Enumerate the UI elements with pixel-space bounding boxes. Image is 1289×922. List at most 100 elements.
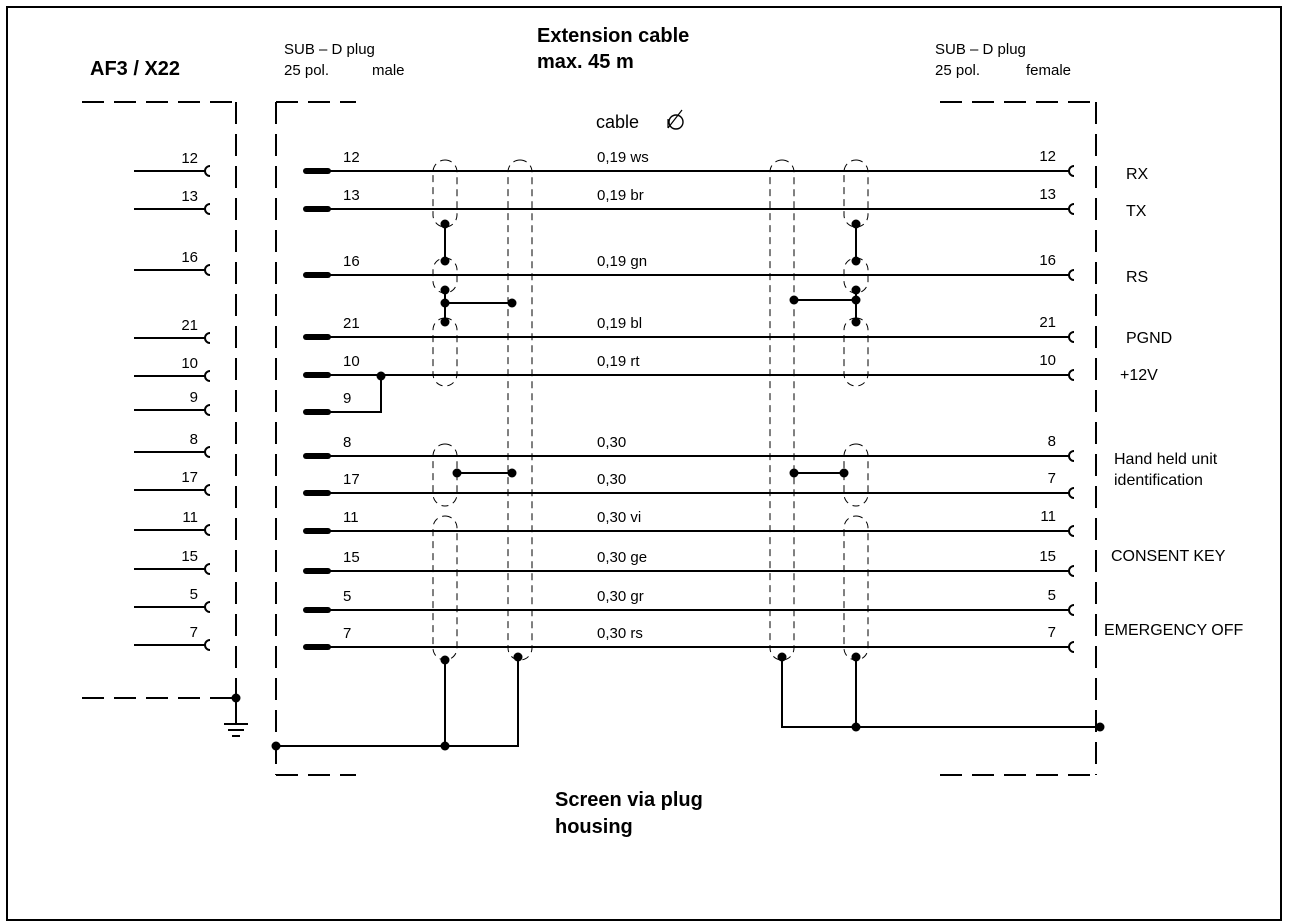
male-plug-housing — [275, 101, 356, 776]
overall-shield-right — [769, 159, 795, 661]
female-pin-number: 16 — [1039, 252, 1056, 269]
left-pin-11: 11 — [134, 509, 211, 536]
left-pin-terminal-icon — [204, 332, 211, 344]
shield-connections-right — [789, 219, 861, 478]
left-pin-number: 9 — [190, 389, 198, 406]
screen-drain-left — [271, 652, 523, 751]
bridge-pin10-pin9 — [328, 371, 386, 413]
signal-rx: RX — [1126, 166, 1149, 183]
signal-pgnd: PGND — [1126, 330, 1172, 347]
cable-shield-label: cable — [596, 112, 639, 132]
left-pin-13: 13 — [134, 188, 211, 215]
signal-plus12v: +12V — [1120, 367, 1158, 384]
cable-length: max. 45 m — [537, 51, 634, 73]
male-pin-number: 15 — [343, 549, 360, 566]
left-connector-pins: 12 13 16 21 10 9 8 17 11 15 5 7 — [134, 150, 211, 651]
wire-pin-10: 10 10 0,19 rt — [303, 352, 1075, 381]
female-pin-terminal-icon — [1068, 165, 1075, 177]
female-pin-number: 7 — [1048, 470, 1056, 487]
female-pin-terminal-icon — [1068, 641, 1075, 653]
female-plug-housing — [940, 101, 1097, 776]
male-pin-number: 21 — [343, 315, 360, 332]
wire-pin-15: 15 15 0,30 ge — [303, 548, 1075, 577]
left-pin-12: 12 — [134, 150, 211, 177]
wire-spec: 0,19 bl — [597, 315, 642, 332]
left-pin-terminal-icon — [204, 264, 211, 276]
left-pin-terminal-icon — [204, 404, 211, 416]
shield-group-safety-right — [843, 515, 869, 661]
left-pin-8: 8 — [134, 431, 211, 458]
male-pin-number: 17 — [343, 471, 360, 488]
wire-pin-5: 5 5 0,30 gr — [303, 587, 1075, 616]
left-pin-number: 13 — [181, 188, 198, 205]
signal-consent-key: CONSENT KEY — [1111, 548, 1226, 565]
wire-pin-9: 9 — [303, 390, 351, 415]
female-pin-terminal-icon — [1068, 369, 1075, 381]
ground-symbol — [224, 693, 248, 737]
wire-spec: 0,30 vi — [597, 509, 641, 526]
left-pin-21: 21 — [134, 317, 211, 344]
signal-emergency-off: EMERGENCY OFF — [1104, 622, 1244, 639]
female-connector-type: SUB – D plug — [935, 41, 1026, 58]
wire-spec: 0,19 br — [597, 187, 644, 204]
male-connector-pol: 25 pol. — [284, 62, 329, 79]
connector-title-af3-x22: AF3 / X22 — [90, 58, 180, 80]
cable-wires: 12 12 0,19 ws 13 13 0,19 br 16 16 0,19 gn 21 21 0,1… — [303, 148, 1075, 653]
female-pin-number: 12 — [1039, 148, 1056, 165]
female-pin-number: 8 — [1048, 433, 1056, 450]
male-pin-number: 5 — [343, 588, 351, 605]
female-pin-number: 21 — [1039, 314, 1056, 331]
male-pin-number: 13 — [343, 187, 360, 204]
signal-tx: TX — [1126, 203, 1147, 220]
male-pin-number: 9 — [343, 390, 351, 407]
left-pin-number: 15 — [181, 548, 198, 565]
left-pin-number: 21 — [181, 317, 198, 334]
cable-title: Extension cable — [537, 25, 689, 47]
diameter-icon — [667, 109, 684, 130]
left-connector-outline — [82, 101, 237, 699]
screen-drain-right — [777, 652, 1105, 732]
female-pin-terminal-icon — [1068, 604, 1075, 616]
wire-pin-11: 11 11 0,30 vi — [303, 508, 1075, 537]
male-connector-gender: male — [372, 62, 405, 79]
female-pin-number: 7 — [1048, 624, 1056, 641]
left-pin-number: 17 — [181, 469, 198, 486]
signal-handheld-id-line2: identification — [1114, 472, 1203, 489]
left-pin-17: 17 — [134, 469, 211, 496]
left-pin-16: 16 — [134, 249, 211, 276]
left-pin-15: 15 — [134, 548, 211, 575]
left-pin-terminal-icon — [204, 563, 211, 575]
female-pin-terminal-icon — [1068, 487, 1075, 499]
left-pin-number: 8 — [190, 431, 198, 448]
female-connector-gender: female — [1026, 62, 1071, 79]
female-pin-number: 10 — [1039, 352, 1056, 369]
wire-spec: 0,19 ws — [597, 149, 649, 166]
male-pin-number: 7 — [343, 625, 351, 642]
screen-note-line1: Screen via plug — [555, 789, 703, 811]
left-pin-number: 10 — [181, 355, 198, 372]
left-pin-terminal-icon — [204, 484, 211, 496]
wire-spec: 0,30 — [597, 434, 626, 451]
wire-pin-8: 8 80,30 — [303, 433, 1075, 462]
female-pin-terminal-icon — [1068, 450, 1075, 462]
female-pin-terminal-icon — [1068, 203, 1075, 215]
male-connector-type: SUB – D plug — [284, 41, 375, 58]
left-pin-terminal-icon — [204, 639, 211, 651]
wire-spec: 0,30 rs — [597, 625, 643, 642]
left-pin-terminal-icon — [204, 203, 211, 215]
wire-pin-13: 13 13 0,19 br — [303, 186, 1075, 215]
wire-pin-21: 21 21 0,19 bl — [303, 314, 1075, 343]
female-connector-pol: 25 pol. — [935, 62, 980, 79]
wire-spec: 0,30 — [597, 471, 626, 488]
left-pin-terminal-icon — [204, 446, 211, 458]
male-pin-number: 11 — [343, 509, 359, 526]
screen-note-line2: housing — [555, 816, 633, 838]
female-pin-terminal-icon — [1068, 331, 1075, 343]
female-pin-terminal-icon — [1068, 525, 1075, 537]
wire-spec: 0,30 gr — [597, 588, 644, 605]
left-pin-5: 5 — [134, 586, 211, 613]
signal-handheld-id-line1: Hand held unit — [1114, 451, 1218, 468]
female-pin-number: 15 — [1039, 548, 1056, 565]
wire-pin-7: 7 7 0,30 rs — [303, 624, 1075, 653]
